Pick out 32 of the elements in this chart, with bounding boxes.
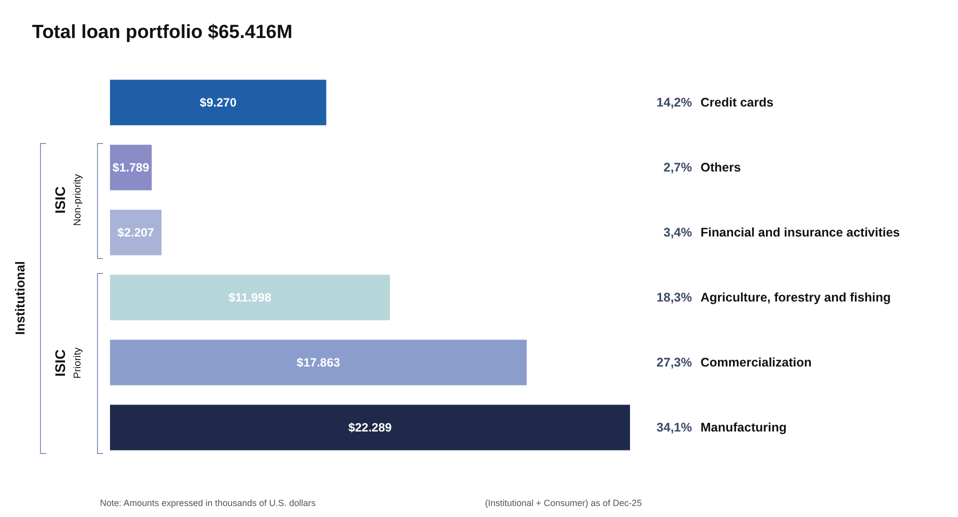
text: Non-priority: [72, 174, 84, 226]
y-tick-label: Commercialization: [700, 356, 812, 370]
y-tick-label: Credit cards: [700, 96, 774, 110]
y-tick-label: Manufacturing: [700, 420, 787, 434]
text: Institutional: [12, 260, 28, 334]
y-tick-label: Financial and insurance activities: [700, 226, 900, 240]
text: 18,3%: [656, 290, 692, 304]
chart-title: Total loan portfolio $65.416M: [32, 22, 292, 44]
text: 2,7%: [664, 160, 692, 174]
y-tick-label: Others: [700, 160, 741, 174]
data-label: $22.289: [348, 420, 392, 434]
bar: [110, 80, 326, 126]
bar: [110, 340, 527, 386]
text: 3,4%: [664, 226, 692, 240]
data-label: $11.998: [228, 290, 272, 304]
text: 34,1%: [656, 420, 692, 434]
data-label: $9.270: [200, 96, 237, 110]
data-label: $2.207: [117, 226, 154, 240]
bar: [110, 144, 152, 190]
text: 14,2%: [656, 96, 692, 110]
bar: [110, 404, 630, 450]
text: (Institutional + Consumer) as of Dec-25: [485, 498, 642, 508]
bar: [110, 274, 390, 320]
text: Priority: [72, 346, 84, 378]
text: 27,3%: [656, 356, 692, 370]
data-label: $1.789: [112, 160, 150, 174]
text: Note: Amounts expressed in thousands of U.S. dollars: [100, 498, 316, 508]
text: ISIC: [52, 186, 68, 214]
y-tick-label: Agriculture, forestry and fishing: [700, 290, 891, 304]
text: ISIC: [52, 348, 68, 376]
data-label: $17.863: [296, 356, 340, 370]
bar: [110, 210, 162, 256]
